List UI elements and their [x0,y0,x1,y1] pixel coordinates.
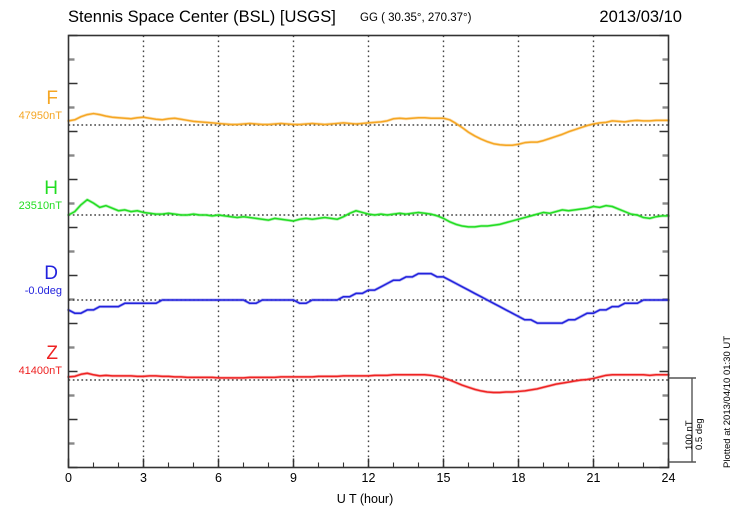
scale-bar-deg-label: 0.5 deg [694,418,705,450]
component-baseline-h: 23510nT [18,200,62,212]
observation-date: 2013/03/10 [599,8,682,26]
component-name-h: H [44,178,58,199]
component-baseline-f: 47950nT [18,110,62,122]
scale-bar [668,377,696,463]
x-tick-label: 21 [586,471,601,485]
data-traces [67,112,670,394]
x-tick-label: 3 [140,471,147,485]
x-tick-label: 9 [290,471,297,485]
x-tick-label: 12 [361,471,376,485]
x-tick-label: 24 [661,471,676,485]
component-name-f: F [46,88,58,109]
component-name-d: D [44,263,58,284]
x-tick-label: 0 [65,471,72,485]
x-axis-ticks [67,458,670,468]
plot-frame [67,34,670,469]
component-baseline-z: 41400nT [18,365,62,377]
component-baseline-d: -0.0deg [24,285,62,297]
component-name-z: Z [46,343,58,364]
x-tick-label: 15 [436,471,451,485]
page-title: Stennis Space Center (BSL) [USGS] [68,8,336,26]
x-tick-label: 18 [511,471,526,485]
x-tick-label: 6 [215,471,222,485]
plotted-at-annotation: Plotted at 2013/04/10 01:30 UT [722,335,730,468]
geographic-coordinates: GG ( 30.35°, 270.37°) [360,12,472,24]
gridlines [142,35,595,468]
x-axis-label: U T (hour) [336,492,394,506]
